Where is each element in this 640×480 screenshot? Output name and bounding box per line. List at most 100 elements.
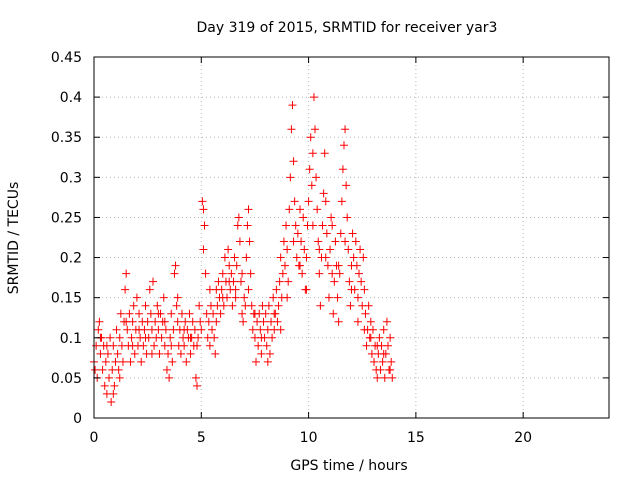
data-point [246,269,255,278]
data-point [186,333,195,342]
data-point [162,365,171,374]
data-point [347,285,356,294]
data-point [196,317,205,326]
data-point [353,293,362,302]
data-point [290,197,299,206]
data-point [309,93,318,102]
data-point [201,269,210,278]
data-point [122,317,131,326]
data-point [289,157,298,166]
data-point [315,245,324,254]
data-point [247,301,256,310]
data-point [335,269,344,278]
data-point [296,261,304,270]
data-point [154,325,163,334]
data-point [315,269,324,278]
data-point [327,213,336,222]
data-point [240,293,249,302]
data-point [220,253,229,262]
data-point [283,245,292,254]
x-tick-label: 20 [514,430,532,446]
data-point [355,269,364,278]
data-point [167,309,176,318]
data-point [274,301,283,310]
data-point [107,397,116,406]
data-point [238,309,247,318]
data-point [219,301,228,310]
data-point [321,197,330,206]
data-point [172,301,181,310]
data-point [360,325,369,334]
data-point [110,381,119,390]
data-point [278,269,287,278]
data-point [296,205,304,214]
data-point [122,269,131,278]
data-point [233,221,242,230]
data-point [324,293,333,302]
data-point [364,301,373,310]
data-point [289,237,298,246]
data-point [216,309,225,318]
data-point [130,349,139,358]
data-point [218,293,227,302]
data-point [373,373,382,382]
data-point [257,333,266,342]
data-point [200,221,209,230]
data-point [102,341,111,350]
y-tick-label: 0.3 [60,170,82,186]
data-point [125,309,134,318]
data-point [257,349,266,358]
data-point [135,325,144,334]
data-point [287,125,296,134]
data-point [380,373,389,382]
data-point [168,357,177,366]
y-tick-label: 0.35 [51,130,82,146]
data-point [334,261,343,270]
data-point [329,309,338,318]
data-point [91,365,100,374]
data-point [293,229,302,238]
data-point [356,245,365,254]
data-point [208,325,217,334]
data-point [225,277,234,286]
data-point [121,285,130,294]
data-point [155,349,164,358]
data-point [352,261,361,270]
data-point [181,317,190,326]
data-point [318,221,327,230]
data-point [262,341,271,350]
data-point [150,341,159,350]
data-point [331,237,340,246]
data-point [275,277,284,286]
data-point [361,309,370,318]
data-point [161,325,170,334]
data-point [291,221,300,230]
data-points [90,93,397,406]
data-point [330,277,339,286]
data-point [279,237,288,246]
data-point [160,317,169,326]
data-point [115,333,124,342]
data-point [286,173,295,182]
data-point [188,317,197,326]
data-point [239,317,248,326]
data-point [379,325,388,334]
data-point [111,357,120,366]
data-point [243,221,252,230]
data-point [195,301,204,310]
data-point [236,277,245,286]
data-point [351,237,360,246]
data-point [227,269,236,278]
data-point [115,373,124,382]
data-point [114,365,123,374]
data-point [366,333,375,342]
data-point [92,341,101,350]
data-point [177,309,186,318]
data-point [109,389,118,398]
data-point [366,317,375,326]
data-point [252,357,261,366]
data-point [383,341,392,350]
data-point [308,221,317,230]
data-point [302,253,311,262]
data-point [292,253,301,262]
